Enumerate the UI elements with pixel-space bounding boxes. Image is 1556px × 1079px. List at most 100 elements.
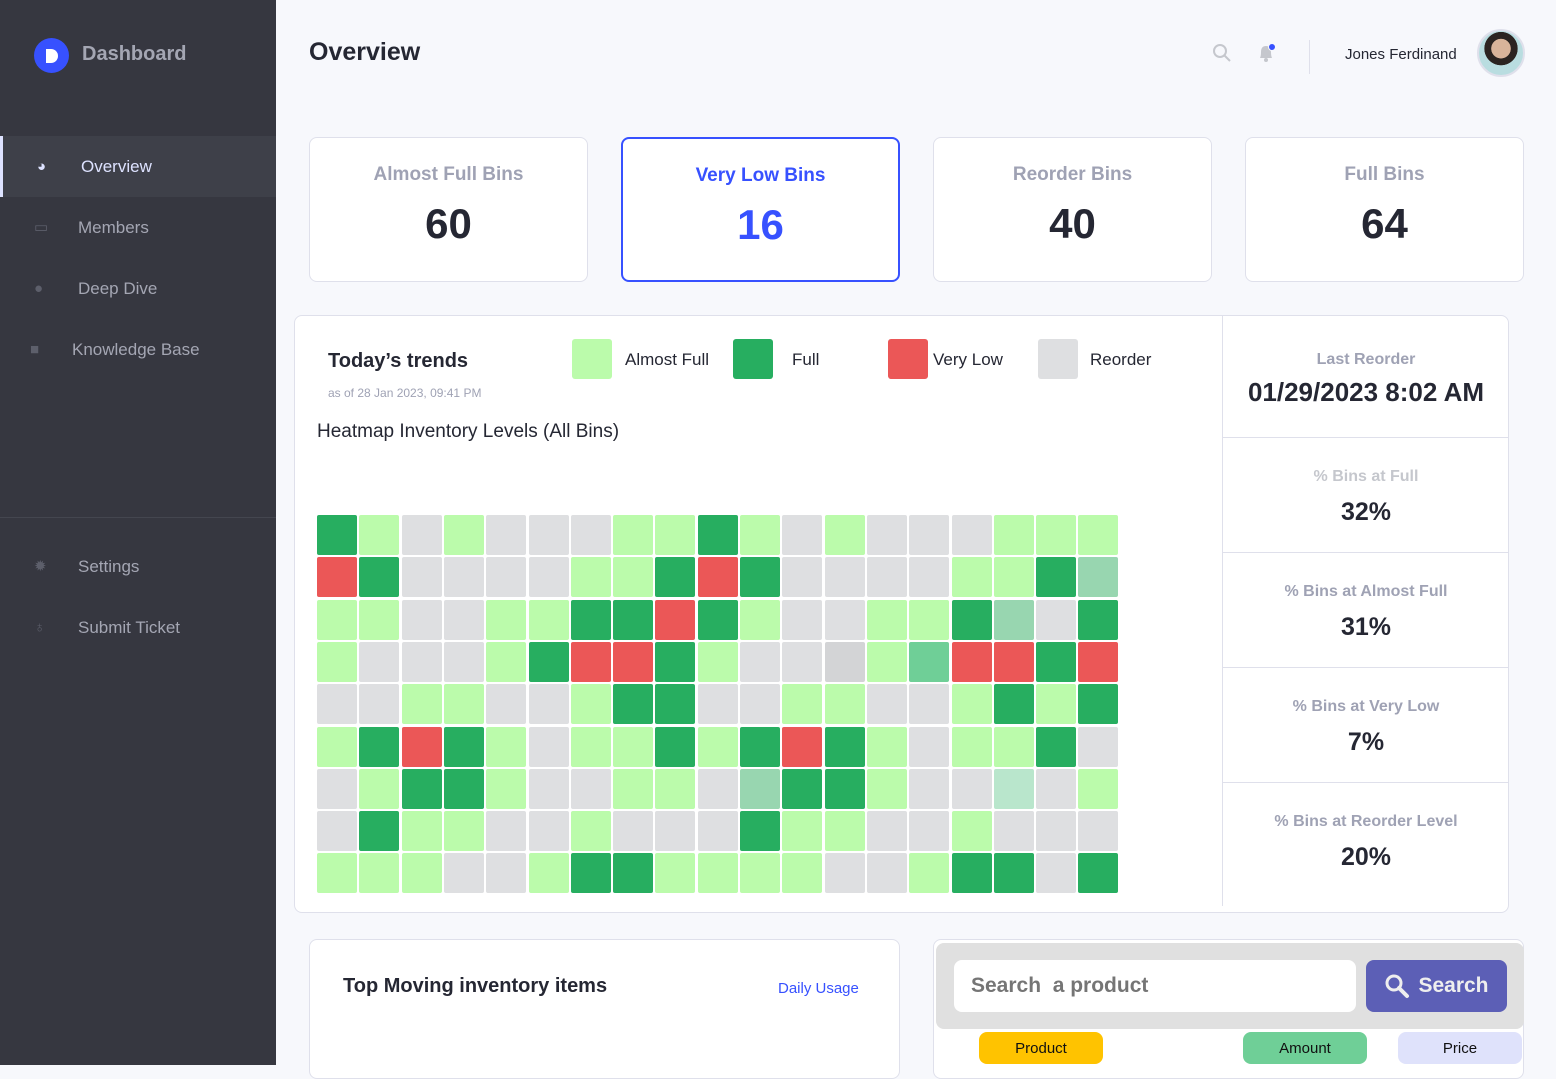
heatmap-cell-reorder[interactable] <box>486 811 527 852</box>
heatmap-cell-almost-full[interactable] <box>570 811 611 852</box>
heatmap-cell-full[interactable] <box>443 726 484 767</box>
heatmap-cell-reorder[interactable] <box>866 515 907 555</box>
heatmap-cell-reorder[interactable] <box>1078 811 1119 852</box>
heatmap-cell-reorder[interactable] <box>909 684 950 725</box>
heatmap-cell-reorder[interactable] <box>443 599 484 640</box>
heatmap-cell-reorder[interactable] <box>613 811 654 852</box>
heatmap-cell-almost-full[interactable] <box>655 768 696 809</box>
heatmap-cell-reorder[interactable] <box>486 684 527 725</box>
card-almost-full-bins[interactable]: Almost Full Bins 60 <box>309 137 588 282</box>
search-input[interactable] <box>954 960 1356 1012</box>
heatmap-cell-reorder[interactable] <box>528 557 569 598</box>
heatmap-cell-full[interactable] <box>1078 684 1119 725</box>
sidebar-item-settings[interactable]: ✹ Settings <box>0 536 276 597</box>
heatmap-cell-reorder[interactable] <box>528 684 569 725</box>
heatmap-cell-reorder[interactable] <box>824 641 865 682</box>
heatmap-cell-almost-full[interactable] <box>443 684 484 725</box>
heatmap-cell-almost-full[interactable] <box>570 726 611 767</box>
heatmap-cell-almost-full[interactable] <box>528 599 569 640</box>
user-name[interactable]: Jones Ferdinand <box>1345 46 1457 63</box>
heatmap-cell-reorder[interactable] <box>782 557 823 598</box>
heatmap-cell-reorder[interactable] <box>740 641 780 682</box>
heatmap-cell-almost-full[interactable] <box>528 853 569 894</box>
heatmap-cell-very-low[interactable] <box>613 641 654 682</box>
heatmap-cell-almost-full[interactable] <box>993 515 1034 555</box>
heatmap-cell-full[interactable] <box>359 726 400 767</box>
heatmap-cell-almost-full[interactable] <box>1078 768 1119 809</box>
heatmap-cell-full[interactable] <box>1036 557 1077 598</box>
heatmap-cell-full[interactable] <box>1078 853 1119 894</box>
avatar[interactable] <box>1477 29 1525 77</box>
heatmap-cell-almost-full[interactable] <box>951 557 992 598</box>
heatmap-cell-full[interactable] <box>1036 726 1077 767</box>
heatmap-cell-almost-full[interactable] <box>824 684 865 725</box>
heatmap-cell-almost-full[interactable] <box>317 599 357 640</box>
heatmap-cell-reorder[interactable] <box>782 599 823 640</box>
heatmap-cell-reorder[interactable] <box>528 811 569 852</box>
heatmap-cell-very-low[interactable] <box>317 557 357 598</box>
heatmap-cell-full[interactable] <box>613 853 654 894</box>
heatmap-cell-full[interactable] <box>824 768 865 809</box>
heatmap-cell-almost-full[interactable] <box>1078 515 1119 555</box>
heatmap-cell-almost-full[interactable] <box>401 811 442 852</box>
heatmap-cell-reorder[interactable] <box>401 557 442 598</box>
heatmap-cell-full[interactable] <box>528 641 569 682</box>
heatmap-cell-very-low[interactable] <box>1078 641 1119 682</box>
sidebar-item-knowledge-base[interactable]: ■ Knowledge Base <box>0 319 276 380</box>
search-button[interactable]: Search <box>1366 960 1507 1012</box>
heatmap-cell-full[interactable] <box>401 768 442 809</box>
heatmap-cell-reorder[interactable] <box>401 515 442 555</box>
heatmap-cell-full[interactable] <box>740 557 780 598</box>
heatmap-cell-very-low[interactable] <box>570 641 611 682</box>
heatmap-cell-almost-full[interactable] <box>401 853 442 894</box>
heatmap-cell-almost-full[interactable] <box>866 726 907 767</box>
heatmap-cell-reorder[interactable] <box>824 599 865 640</box>
heatmap-cell-almost-full[interactable] <box>655 853 696 894</box>
heatmap-cell-reorder[interactable] <box>359 684 400 725</box>
heatmap-cell-almost-full[interactable] <box>740 515 780 555</box>
heatmap-cell-full[interactable] <box>993 853 1034 894</box>
heatmap-cell-full[interactable] <box>443 768 484 809</box>
heatmap-cell-very-low[interactable] <box>951 641 992 682</box>
column-product[interactable]: Product <box>979 1032 1103 1064</box>
heatmap-cell-almost-full[interactable] <box>866 641 907 682</box>
heatmap-cell-full[interactable] <box>824 726 865 767</box>
heatmap-cell-full[interactable] <box>1036 641 1077 682</box>
heatmap-cell-full[interactable] <box>951 853 992 894</box>
sidebar-item-overview[interactable]: ◕ Overview <box>0 136 276 197</box>
heatmap-cell-full[interactable] <box>697 515 738 555</box>
daily-usage-link[interactable]: Daily Usage <box>778 980 859 997</box>
heatmap-cell-full[interactable] <box>655 557 696 598</box>
heatmap-cell-full[interactable] <box>782 768 823 809</box>
heatmap-cell-mixed[interactable] <box>993 599 1034 640</box>
heatmap-cell-almost-full[interactable] <box>486 641 527 682</box>
heatmap-cell-full[interactable] <box>1078 599 1119 640</box>
heatmap-cell-reorder[interactable] <box>443 853 484 894</box>
heatmap-cell-reorder[interactable] <box>317 684 357 725</box>
heatmap-cell-almost-full[interactable] <box>951 684 992 725</box>
card-reorder-bins[interactable]: Reorder Bins 40 <box>933 137 1212 282</box>
heatmap-cell-almost-full[interactable] <box>697 726 738 767</box>
heatmap-cell-reorder[interactable] <box>1078 726 1119 767</box>
heatmap-cell-reorder[interactable] <box>443 641 484 682</box>
heatmap-cell-mixed[interactable] <box>993 768 1034 809</box>
heatmap-cell-almost-full[interactable] <box>993 557 1034 598</box>
heatmap-cell-reorder[interactable] <box>401 641 442 682</box>
heatmap-cell-almost-full[interactable] <box>909 599 950 640</box>
heatmap-cell-almost-full[interactable] <box>782 853 823 894</box>
heatmap-cell-almost-full[interactable] <box>655 515 696 555</box>
heatmap-cell-full[interactable] <box>740 726 780 767</box>
heatmap-cell-reorder[interactable] <box>528 768 569 809</box>
heatmap-cell-full[interactable] <box>740 811 780 852</box>
heatmap-cell-almost-full[interactable] <box>613 557 654 598</box>
heatmap-cell-reorder[interactable] <box>866 557 907 598</box>
heatmap-cell-reorder[interactable] <box>866 811 907 852</box>
heatmap-cell-reorder[interactable] <box>1036 811 1077 852</box>
heatmap-cell-reorder[interactable] <box>443 557 484 598</box>
heatmap-cell-reorder[interactable] <box>570 515 611 555</box>
search-icon[interactable] <box>1212 43 1232 68</box>
heatmap-cell-reorder[interactable] <box>909 726 950 767</box>
bell-icon[interactable] <box>1256 42 1278 69</box>
heatmap-cell-reorder[interactable] <box>528 726 569 767</box>
heatmap-cell-reorder[interactable] <box>1036 853 1077 894</box>
